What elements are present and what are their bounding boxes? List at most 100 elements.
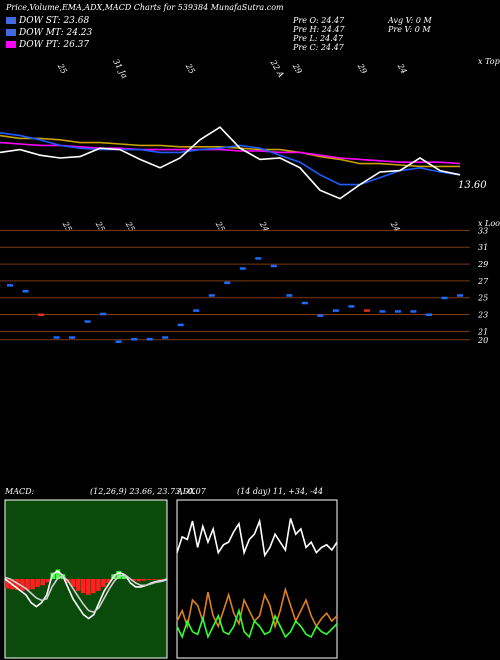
histogram-bar xyxy=(91,579,96,594)
price-tick xyxy=(84,320,91,323)
price-tick xyxy=(332,309,339,312)
stat: Pre V: 0 M xyxy=(388,25,431,34)
price-tick xyxy=(100,312,107,316)
price-tick xyxy=(348,305,355,308)
price-tick xyxy=(22,289,29,293)
histogram-bar xyxy=(116,571,121,579)
legend-swatch xyxy=(6,29,16,36)
histogram-bar xyxy=(136,579,142,582)
label-text: Pre O: 24.47 xyxy=(293,16,345,25)
label-text: Avg V: 0 M xyxy=(388,16,432,25)
price-tick xyxy=(208,294,215,297)
price-tick xyxy=(441,296,448,300)
date-label: 29 xyxy=(355,61,368,75)
histogram-bar xyxy=(80,579,86,594)
stat: Avg V: 0 M xyxy=(388,16,432,25)
histogram-bar xyxy=(121,575,126,579)
date-label: 25 xyxy=(213,219,226,233)
price-tick xyxy=(379,310,386,313)
price-tick xyxy=(193,309,200,312)
corner-label: x Topo xyxy=(478,57,500,66)
label-text: Pre H: 24.47 xyxy=(293,25,345,34)
y-tick-label: 29 xyxy=(477,260,488,269)
y-tick-label: 25 xyxy=(477,294,488,303)
stat: Pre L: 24.47 xyxy=(293,34,343,43)
histogram-bar xyxy=(96,579,101,591)
price-tick xyxy=(177,323,184,327)
price-tick xyxy=(286,294,293,297)
histogram-bar xyxy=(5,579,10,589)
histogram-bar xyxy=(86,579,91,595)
histogram-bar xyxy=(131,579,137,581)
date-label: 24 xyxy=(388,219,401,233)
histogram-bar xyxy=(20,579,25,591)
histogram-bar xyxy=(30,579,35,590)
legend-item: DOW PT: 26.37 xyxy=(6,40,89,50)
price-tick xyxy=(410,310,417,313)
label-text: DOW ST: 23.68 xyxy=(19,16,90,26)
histogram-bar xyxy=(55,569,61,579)
panel-subtitle: (12,26,9) 23.66, 23.73, -0.07 xyxy=(90,487,207,496)
price-tick xyxy=(301,301,308,305)
series-line xyxy=(176,517,338,558)
stat: Pre H: 24.47 xyxy=(293,25,345,34)
price-tick xyxy=(270,264,277,268)
histogram-bar xyxy=(25,579,30,591)
panel-title: ADX xyxy=(176,487,195,496)
price-tick xyxy=(69,336,76,339)
stat: Pre O: 24.47 xyxy=(293,16,344,25)
panel-subtitle: (14 day) 11, +34, -44 xyxy=(237,487,323,496)
legend-swatch xyxy=(6,17,16,24)
price-tick xyxy=(146,337,153,341)
histogram-bar xyxy=(75,579,81,591)
price-tick xyxy=(457,294,463,297)
histogram-bar xyxy=(40,579,45,586)
date-label: 25 xyxy=(183,61,196,75)
histogram-bar xyxy=(50,572,56,579)
price-tick xyxy=(115,340,122,343)
label-text: Pre C: 24.47 xyxy=(293,43,344,52)
label-text: Pre V: 0 M xyxy=(388,25,431,34)
date-label: 24 xyxy=(257,219,270,233)
series-line xyxy=(176,607,338,640)
date-label: 25 xyxy=(60,219,73,233)
date-label: 25 xyxy=(55,61,68,75)
price-tick xyxy=(53,336,60,339)
histogram-bar xyxy=(156,579,162,580)
date-label: 29 xyxy=(290,61,303,75)
title: Price,Volume,EMA,ADX,MACD Charts for 539… xyxy=(6,3,284,12)
y-tick-label: 20 xyxy=(477,336,488,345)
date-label: 31 Ja xyxy=(111,58,129,81)
y-tick-label: 33 xyxy=(478,226,488,235)
histogram-bar xyxy=(101,579,106,587)
price-tick xyxy=(7,284,13,287)
series-line xyxy=(0,141,461,165)
series-line xyxy=(0,132,461,186)
label-text: DOW MT: 24.23 xyxy=(19,28,93,38)
price-tick xyxy=(317,314,324,317)
y-tick-label: 21 xyxy=(477,327,488,336)
series-line xyxy=(4,574,168,614)
date-label: 25 xyxy=(93,219,106,233)
stat: Pre C: 24.47 xyxy=(293,43,344,52)
price-tick xyxy=(131,337,138,341)
legend-item: DOW ST: 23.68 xyxy=(6,16,89,26)
series-line xyxy=(0,126,461,200)
histogram-bar xyxy=(151,579,157,580)
y-tick-label: 31 xyxy=(478,243,488,252)
price-tick xyxy=(162,336,169,339)
legend-swatch xyxy=(6,41,16,48)
price-tick xyxy=(363,309,370,312)
date-label: 24 xyxy=(395,61,408,75)
price-tick xyxy=(239,267,246,270)
price-tick xyxy=(224,281,231,285)
date-label: 22 A xyxy=(268,58,286,80)
price-tick xyxy=(394,310,401,313)
label-text: DOW PT: 26.37 xyxy=(19,40,90,50)
y-tick-label: 27 xyxy=(477,277,489,286)
corner-label: x Loom xyxy=(478,219,500,228)
histogram-bar xyxy=(45,579,51,583)
histogram-bar xyxy=(106,579,111,583)
